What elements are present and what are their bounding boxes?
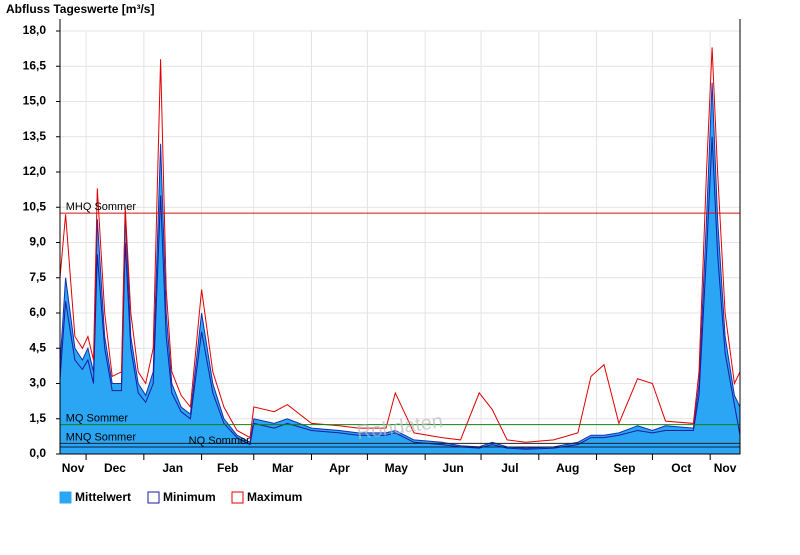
y-tick-label: 3,0 xyxy=(29,376,46,390)
x-tick-label: Apr xyxy=(329,461,350,475)
y-tick-label: 6,0 xyxy=(29,305,46,319)
legend-label: Mittelwert xyxy=(75,490,131,504)
x-tick-label: Nov xyxy=(714,461,737,475)
x-tick-label: Jun xyxy=(442,461,463,475)
x-tick-label: Sep xyxy=(613,461,635,475)
x-tick-label: Nov xyxy=(62,461,85,475)
x-tick-label: Mar xyxy=(272,461,294,475)
y-tick-label: 18,0 xyxy=(23,23,47,37)
y-tick-label: 0,0 xyxy=(29,446,46,460)
series-line xyxy=(59,47,741,443)
x-tick-label: Dec xyxy=(104,461,126,475)
legend-swatch xyxy=(59,491,72,504)
reference-label: MHQ Sommer xyxy=(66,201,137,213)
legend-swatch xyxy=(147,491,160,504)
x-tick-label: Feb xyxy=(217,461,238,475)
reference-label: MNQ Sommer xyxy=(66,431,137,443)
legend-label: Minimum xyxy=(163,490,216,504)
y-tick-label: 16,5 xyxy=(23,58,47,72)
chart-title: Abfluss Tageswerte [m³/s] xyxy=(6,2,154,16)
y-tick-label: 7,5 xyxy=(29,270,46,284)
y-tick-label: 1,5 xyxy=(29,411,46,425)
legend-swatch xyxy=(231,491,244,504)
x-tick-label: May xyxy=(385,461,409,475)
y-tick-label: 12,0 xyxy=(23,164,47,178)
x-tick-label: Jan xyxy=(162,461,183,475)
x-tick-label: Aug xyxy=(556,461,579,475)
y-tick-label: 13,5 xyxy=(23,129,47,143)
y-tick-label: 4,5 xyxy=(29,340,46,354)
reference-label: MQ Sommer xyxy=(66,413,129,425)
x-tick-label: Jul xyxy=(501,461,518,475)
y-tick-label: 15,0 xyxy=(23,94,47,108)
mean-area xyxy=(59,82,741,455)
legend-label: Maximum xyxy=(247,490,302,504)
y-tick-label: 9,0 xyxy=(29,235,46,249)
reference-label: NQ Sommer xyxy=(189,435,250,447)
x-tick-label: Oct xyxy=(671,461,691,475)
y-tick-label: 10,5 xyxy=(23,199,47,213)
